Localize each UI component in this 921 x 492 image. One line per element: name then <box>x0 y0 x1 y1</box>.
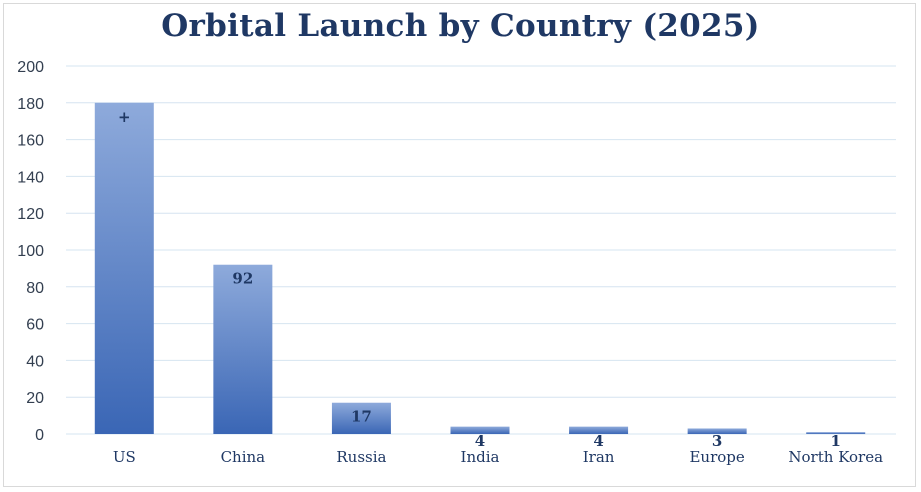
category-label: Iran <box>583 448 615 466</box>
data-labels: +92 17 4 4 3 1 <box>118 108 841 450</box>
y-tick-label: 120 <box>17 206 44 223</box>
bar-china <box>213 264 273 434</box>
y-tick-label: 100 <box>17 243 44 260</box>
y-tick-label: 0 <box>35 427 44 444</box>
y-tick-label: 160 <box>17 133 44 150</box>
data-label: 4 <box>475 432 485 450</box>
category-label: China <box>221 448 266 466</box>
bar-india <box>450 426 510 434</box>
category-label: Russia <box>336 448 386 466</box>
gridlines <box>66 65 896 435</box>
y-tick-label: 20 <box>26 390 44 407</box>
bar-iran <box>569 426 629 434</box>
category-label: Europe <box>689 448 744 466</box>
bar-russia <box>331 402 391 434</box>
data-label: 17 <box>351 408 372 426</box>
y-tick-label: 180 <box>17 96 44 113</box>
category-label: US <box>113 448 136 466</box>
chart-title: Orbital Launch by Country (2025) <box>161 8 760 44</box>
category-label: North Korea <box>788 448 883 466</box>
data-label: + <box>118 108 131 126</box>
y-tick-label: 200 <box>17 59 44 76</box>
data-label: 92 <box>232 270 253 288</box>
chart-frame <box>3 3 916 487</box>
bar-north-korea <box>806 432 866 434</box>
bars <box>94 102 866 435</box>
category-label: India <box>461 448 500 466</box>
data-label: 1 <box>830 432 840 450</box>
y-tick-label: 140 <box>17 169 44 186</box>
x-axis-categories: US China Russia India Iran Europe North Korea <box>113 448 883 466</box>
y-axis-ticks: 0 20 40 60 80 100 120 140 160 180 200 <box>17 59 44 444</box>
y-tick-label: 80 <box>26 280 44 297</box>
bar-us <box>94 102 154 435</box>
y-tick-label: 40 <box>26 353 44 370</box>
bar-europe <box>687 428 747 434</box>
data-label: 3 <box>712 432 722 450</box>
data-label: 4 <box>593 432 603 450</box>
y-tick-label: 60 <box>26 317 44 334</box>
